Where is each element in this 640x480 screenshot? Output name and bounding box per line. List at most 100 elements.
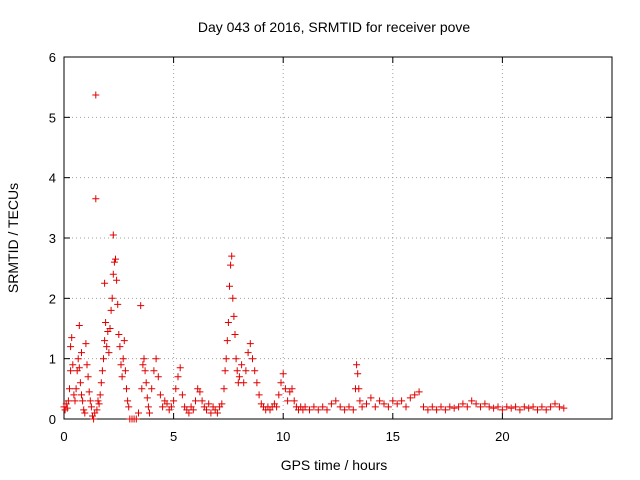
data-point <box>121 367 129 375</box>
y-tick-label: 4 <box>49 171 56 186</box>
data-point <box>213 409 221 417</box>
data-point <box>70 391 78 399</box>
data-point <box>327 400 335 408</box>
data-point <box>220 385 228 393</box>
data-point <box>288 385 296 393</box>
data-point <box>542 406 550 414</box>
data-point <box>229 294 237 302</box>
data-point <box>110 258 118 266</box>
data-point <box>341 406 349 414</box>
data-point <box>235 373 243 381</box>
data-point <box>358 403 366 411</box>
data-point <box>205 400 213 408</box>
data-point <box>481 400 489 408</box>
data-point <box>203 406 210 414</box>
data-point <box>355 385 363 393</box>
data-point <box>96 391 104 399</box>
data-point <box>75 322 83 329</box>
data-point <box>284 397 292 405</box>
data-point <box>84 373 92 381</box>
data-point <box>255 391 263 399</box>
data-point <box>72 385 80 393</box>
data-point <box>87 403 95 411</box>
data-point <box>105 349 113 357</box>
data-point <box>120 337 128 345</box>
data-point <box>240 379 248 387</box>
data-point <box>290 397 298 405</box>
data-point <box>108 294 116 302</box>
data-point <box>146 409 153 417</box>
data-point <box>101 279 109 287</box>
data-point <box>93 406 101 414</box>
data-point <box>345 403 353 411</box>
data-point <box>67 343 75 351</box>
x-tick-label: 10 <box>276 429 290 444</box>
data-point <box>116 343 124 351</box>
data-point <box>148 385 156 393</box>
data-point <box>246 340 254 348</box>
data-point <box>83 361 91 369</box>
data-point <box>455 403 463 411</box>
y-tick-label: 5 <box>49 110 56 125</box>
data-point <box>138 385 146 393</box>
data-point <box>159 403 167 411</box>
data-point <box>189 406 197 414</box>
data-point <box>85 388 93 396</box>
data-point <box>529 403 537 411</box>
data-point <box>356 397 364 405</box>
data-point <box>109 270 117 278</box>
y-tick-label: 2 <box>49 291 56 306</box>
data-point <box>227 261 235 269</box>
data-point <box>68 334 76 342</box>
data-point <box>109 231 117 239</box>
data-point <box>95 400 103 408</box>
y-tick-label: 0 <box>49 412 56 427</box>
data-point <box>354 370 362 378</box>
data-point <box>231 331 239 338</box>
data-point <box>477 403 484 411</box>
data-point <box>279 370 287 378</box>
data-point <box>218 400 226 408</box>
data-point <box>144 403 152 411</box>
data-point <box>142 379 150 387</box>
data-point <box>538 403 546 411</box>
data-point <box>393 400 401 408</box>
data-point <box>371 403 379 411</box>
data-point <box>428 403 436 411</box>
data-point <box>86 397 94 405</box>
y-tick-label: 6 <box>49 50 56 65</box>
data-point <box>534 406 541 414</box>
data-point <box>463 403 471 411</box>
data-point <box>238 361 246 369</box>
data-points <box>60 91 568 423</box>
chart-title: Day 043 of 2016, SRMTID for receiver pov… <box>198 19 471 35</box>
data-point <box>115 331 123 338</box>
data-point <box>277 379 285 387</box>
data-point <box>472 400 480 408</box>
data-point <box>551 400 559 408</box>
data-point <box>100 355 107 363</box>
data-point <box>101 337 109 345</box>
data-point <box>314 406 322 414</box>
data-point <box>555 403 563 411</box>
data-point <box>123 385 130 393</box>
data-point <box>170 397 178 405</box>
data-point <box>66 385 73 393</box>
data-point <box>301 403 309 411</box>
data-point <box>176 364 184 372</box>
data-point <box>380 400 388 408</box>
data-point <box>117 361 125 369</box>
y-axis-label: SRMTID / TECUs <box>5 183 21 293</box>
data-point <box>233 367 241 375</box>
data-point <box>63 404 71 412</box>
data-point <box>207 409 215 417</box>
data-point <box>516 406 524 414</box>
data-point <box>398 397 406 405</box>
data-point <box>242 367 250 375</box>
data-point <box>406 394 414 402</box>
data-point <box>507 404 515 412</box>
x-tick-label: 5 <box>170 429 177 444</box>
data-point <box>75 364 83 372</box>
data-point <box>520 403 528 411</box>
